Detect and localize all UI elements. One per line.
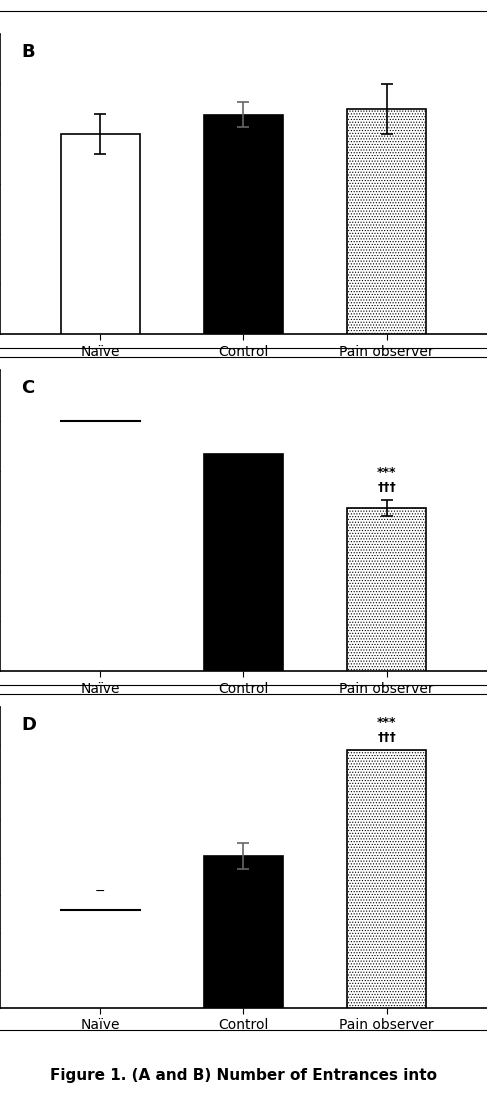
Bar bbox=[347, 750, 426, 1008]
Text: −: − bbox=[95, 885, 106, 898]
Text: †††: ††† bbox=[377, 731, 396, 745]
Text: D: D bbox=[21, 717, 37, 735]
Text: C: C bbox=[21, 380, 35, 398]
Bar bbox=[204, 856, 283, 1008]
Bar bbox=[347, 109, 426, 335]
Text: ***: *** bbox=[377, 466, 396, 478]
Bar bbox=[61, 134, 140, 335]
Text: †††: ††† bbox=[377, 480, 396, 494]
Text: B: B bbox=[21, 43, 35, 60]
Bar bbox=[204, 115, 283, 335]
Bar bbox=[204, 454, 283, 671]
Text: ***: *** bbox=[377, 717, 396, 729]
Text: Figure 1. (A and B) Number of Entrances into: Figure 1. (A and B) Number of Entrances … bbox=[50, 1067, 437, 1083]
Bar bbox=[347, 507, 426, 671]
